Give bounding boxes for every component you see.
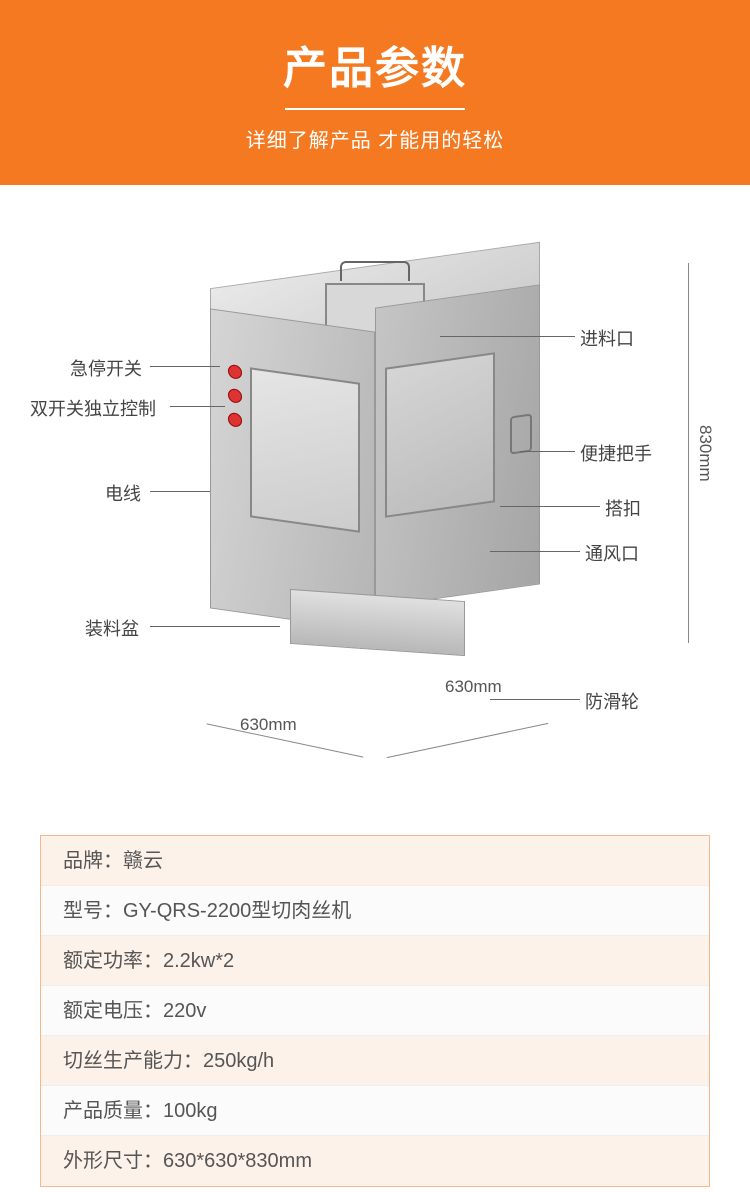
dimension-line-right [387, 723, 549, 758]
page-title: 产品参数 [283, 32, 467, 96]
callout-handle: 便捷把手 [580, 440, 652, 466]
stop-button-icon [228, 364, 242, 380]
leader-line [150, 366, 220, 367]
spec-label: 型号： [63, 900, 123, 922]
machine-window-left [250, 367, 360, 532]
leader-line [490, 551, 580, 552]
leader-line [150, 626, 280, 627]
feed-handle-shape [340, 261, 410, 281]
leader-line [170, 406, 225, 407]
callout-emergency-stop: 急停开关 [70, 355, 142, 381]
callout-vent: 通风口 [585, 540, 639, 566]
collection-tray-shape [290, 589, 465, 656]
spec-row-capacity: 切丝生产能力：250kg/h [41, 1036, 709, 1086]
spec-row-brand: 品牌：赣云 [41, 836, 709, 886]
product-diagram: 830mm 急停开关 双开关独立控制 电线 装料盆 进料口 便捷把手 搭扣 通风… [0, 185, 750, 835]
callout-caster: 防滑轮 [585, 688, 639, 714]
leader-line [440, 336, 575, 337]
spec-label: 品牌： [63, 850, 123, 872]
page-subtitle: 详细了解产品 才能用的轻松 [246, 124, 505, 153]
dimension-height: 830mm [695, 425, 715, 482]
leader-line [150, 491, 210, 492]
machine-illustration [210, 265, 540, 685]
leader-line [490, 699, 580, 700]
spec-value: 250kg/h [203, 1050, 274, 1072]
spec-label: 产品质量： [63, 1100, 163, 1122]
callout-feed-inlet: 进料口 [580, 325, 634, 351]
spec-value: GY-QRS-2200型切肉丝机 [123, 900, 351, 922]
machine-window-right [385, 352, 495, 517]
spec-label: 额定功率： [63, 950, 163, 972]
spec-row-dimensions: 外形尺寸：630*630*830mm [41, 1136, 709, 1186]
spec-label: 额定电压： [63, 1000, 163, 1022]
header-banner: 产品参数 详细了解产品 才能用的轻松 [0, 0, 750, 185]
spec-row-weight: 产品质量：100kg [41, 1086, 709, 1136]
machine-buttons [228, 364, 244, 456]
spec-value: 100kg [163, 1100, 218, 1122]
callout-clasp: 搭扣 [605, 495, 641, 521]
spec-row-power: 额定功率：2.2kw*2 [41, 936, 709, 986]
callout-tray: 装料盆 [85, 615, 139, 641]
spec-label: 外形尺寸： [63, 1150, 163, 1172]
spec-value: 2.2kw*2 [163, 950, 234, 972]
callout-power-cable: 电线 [105, 480, 141, 506]
switch-button-icon [228, 412, 242, 428]
spec-table: 品牌：赣云 型号：GY-QRS-2200型切肉丝机 额定功率：2.2kw*2 额… [40, 835, 710, 1187]
spec-row-model: 型号：GY-QRS-2200型切肉丝机 [41, 886, 709, 936]
spec-label: 切丝生产能力： [63, 1050, 203, 1072]
spec-value: 赣云 [123, 850, 163, 872]
spec-value: 220v [163, 1000, 206, 1022]
spec-row-voltage: 额定电压：220v [41, 986, 709, 1036]
callout-dual-switch: 双开关独立控制 [30, 395, 156, 421]
leader-line [500, 506, 600, 507]
dimension-line-height [688, 263, 689, 643]
spec-value: 630*630*830mm [163, 1150, 312, 1172]
leader-line [520, 451, 575, 452]
dimension-width-right: 630mm [445, 677, 502, 697]
switch-button-icon [228, 388, 242, 404]
side-handle-shape [510, 413, 532, 454]
title-underline [285, 108, 465, 110]
